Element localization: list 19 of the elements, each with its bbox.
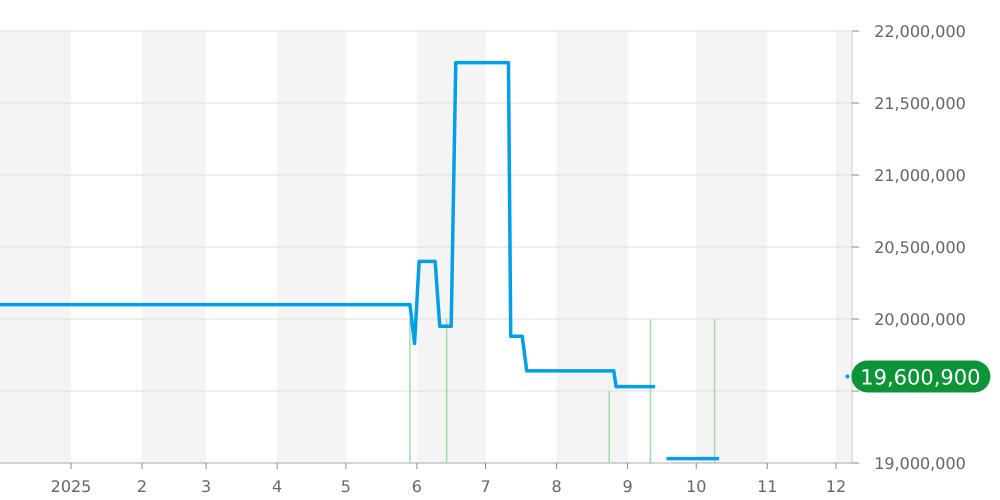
x-tick-label: 8 xyxy=(551,477,562,496)
x-tick-label: 2 xyxy=(136,477,148,496)
x-tick-label: 6 xyxy=(412,477,422,496)
x-tick-label: 3 xyxy=(201,477,212,496)
x-tick-label: 9 xyxy=(622,477,633,496)
x-tick-label: 4 xyxy=(272,477,282,496)
x-tick-label: 10 xyxy=(686,477,706,496)
y-tick-label: 21,000,000 xyxy=(874,166,966,185)
x-tick-label: 5 xyxy=(340,477,351,496)
x-tick-label: 12 xyxy=(826,477,846,496)
annotation: 19,600,900 xyxy=(860,365,981,390)
y-tick-label: 21,500,000 xyxy=(874,94,966,113)
y-tick-label: 20,500,000 xyxy=(874,238,966,257)
y-tick-label: 19,000,000 xyxy=(874,454,966,473)
x-tick-label: 2025 xyxy=(50,477,92,496)
y-tick-label: 22,000,000 xyxy=(874,22,966,41)
y-tick-label: 20,000,000 xyxy=(874,310,966,329)
x-tick-label: 11 xyxy=(757,477,778,496)
x-tick-label: 7 xyxy=(480,477,491,496)
